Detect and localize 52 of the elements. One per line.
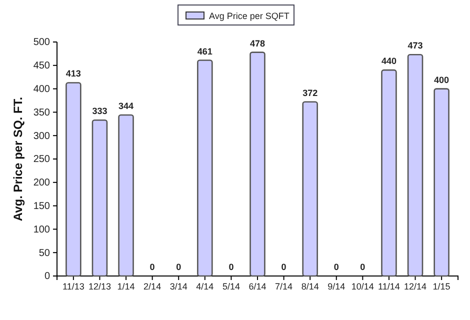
data-label: 461 (197, 46, 212, 56)
y-tick-label: 100 (33, 224, 50, 236)
data-label: 400 (434, 74, 450, 85)
y-tick-label: 0 (44, 271, 50, 282)
x-tick-label: 3/14 (170, 281, 188, 292)
x-tick-label: 12/14 (404, 281, 427, 292)
bar (197, 60, 213, 277)
y-tick-label: 250 (33, 154, 50, 166)
x-tick-label: 10/14 (351, 281, 374, 292)
data-label: 0 (176, 262, 182, 272)
bar (302, 101, 318, 277)
y-tick-label: 50 (38, 248, 50, 259)
data-label: 333 (92, 106, 108, 116)
x-tick-label: 11/13 (62, 281, 84, 292)
bar (381, 69, 397, 277)
y-tick-label: 400 (33, 84, 50, 95)
x-tick-label: 7/14 (275, 281, 293, 292)
x-tick-label: 4/14 (196, 281, 214, 292)
bar (92, 120, 108, 277)
data-label: 440 (381, 56, 396, 66)
data-label: 473 (408, 40, 423, 51)
y-tick-label: 450 (33, 60, 50, 72)
x-tick-label: 11/14 (378, 281, 400, 292)
y-tick-label: 150 (33, 201, 50, 212)
x-tick-label: 9/14 (328, 281, 346, 292)
x-tick-label: 12/13 (88, 281, 111, 292)
bar (118, 114, 134, 277)
x-tick-label: 6/14 (248, 281, 266, 292)
bar (407, 54, 424, 277)
y-tick-label: 300 (33, 130, 50, 142)
x-tick-label: 1/15 (432, 281, 450, 292)
y-tick-label: 500 (33, 37, 50, 48)
data-label: 0 (360, 262, 366, 272)
y-tick-label: 350 (33, 107, 50, 118)
data-label: 0 (228, 262, 234, 272)
y-tick-label: 200 (33, 178, 50, 189)
x-tick-label: 8/14 (301, 281, 319, 292)
data-label: 478 (250, 38, 266, 48)
x-tick-label: 1/14 (117, 281, 135, 292)
x-tick-label: 2/14 (144, 281, 162, 292)
data-label: 372 (302, 88, 318, 98)
legend-label: Avg Price per SQFT (209, 11, 290, 21)
bar (66, 82, 82, 277)
data-label: 0 (150, 262, 155, 272)
y-axis-title: Avg. Price per SQ. FT. (11, 96, 25, 222)
data-label: 344 (118, 101, 134, 112)
data-label: 0 (281, 262, 286, 272)
data-label: 0 (334, 262, 339, 272)
bar (250, 52, 266, 277)
data-label: 413 (66, 68, 81, 79)
bar (434, 88, 450, 277)
x-tick-label: 5/14 (222, 281, 240, 292)
